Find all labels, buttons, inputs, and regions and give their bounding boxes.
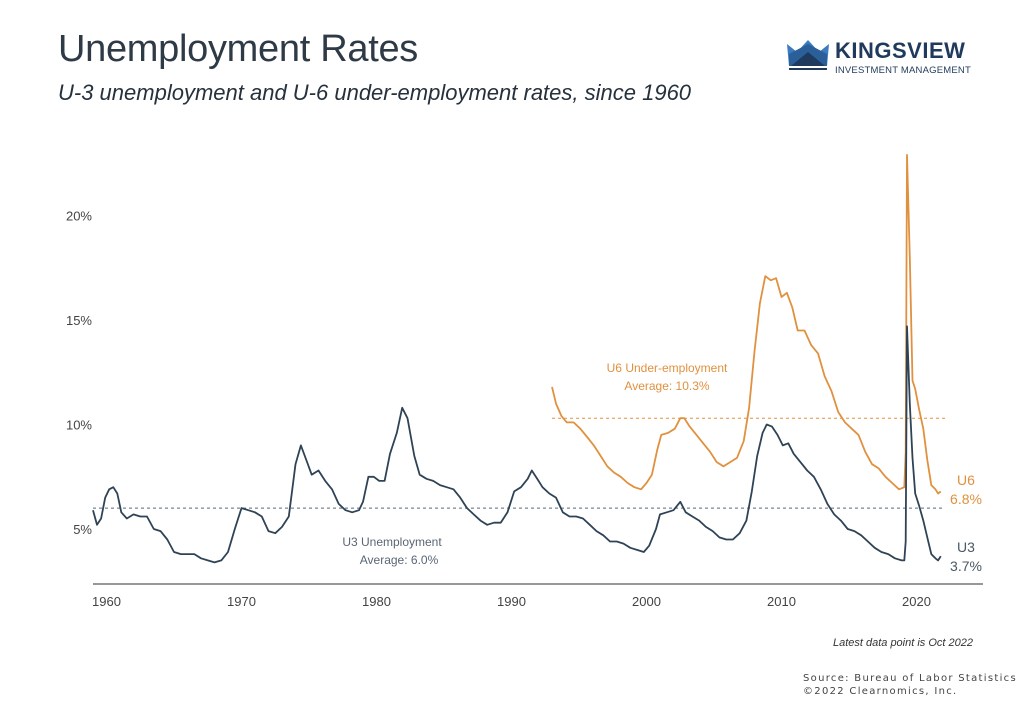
y-tick-label: 15% — [66, 313, 92, 328]
u6-line — [551, 154, 942, 495]
y-tick-label: 20% — [66, 209, 92, 224]
u3-end-label: U3 — [957, 539, 975, 555]
x-tick-label: 2000 — [632, 594, 661, 609]
u6-end-value: 6.8% — [950, 491, 982, 507]
u3-average-label: U3 Unemployment — [342, 535, 442, 549]
y-tick-label: 10% — [66, 418, 92, 433]
series-lines — [92, 154, 942, 564]
logo-tagline: INVESTMENT MANAGEMENT — [835, 65, 971, 76]
y-axis: 5% 10% 15% 20% — [66, 209, 92, 538]
x-tick-label: 1980 — [362, 594, 391, 609]
logo-wordmark: KINGSVIEW — [835, 38, 966, 63]
u3-line — [92, 325, 942, 564]
u3-average-value: Average: 6.0% — [360, 553, 439, 567]
series-labels: U3 Unemployment Average: 6.0% U6 Under-emp… — [342, 361, 982, 574]
kingsview-logo: KINGSVIEW INVESTMENT MANAGEMENT — [787, 38, 977, 78]
x-tick-label: 1990 — [497, 594, 526, 609]
u6-average-label: U6 Under-employment — [607, 361, 728, 375]
u3-end-value: 3.7% — [950, 558, 982, 574]
latest-data-note: Latest data point is Oct 2022 — [832, 637, 973, 649]
x-tick-label: 2010 — [767, 594, 796, 609]
x-tick-label: 1970 — [227, 594, 256, 609]
crown-icon — [787, 40, 829, 70]
average-lines — [93, 417, 945, 509]
source-credit: Source: Bureau of Labor Statistics ©2022… — [803, 672, 1017, 698]
copyright-text: ©2022 Clearnomics, Inc. — [803, 686, 958, 697]
chart-subtitle: U-3 unemployment and U-6 under-employmen… — [58, 80, 692, 105]
x-tick-label: 2020 — [902, 594, 931, 609]
u6-end-label: U6 — [957, 472, 975, 488]
chart-title: Unemployment Rates — [58, 28, 418, 70]
x-axis: 1960 1970 1980 1990 2000 2010 2020 — [92, 583, 983, 609]
y-tick-label: 5% — [73, 522, 92, 537]
source-text: Source: Bureau of Labor Statistics — [803, 673, 1017, 684]
u6-average-value: Average: 10.3% — [624, 379, 710, 393]
x-tick-label: 1960 — [92, 594, 121, 609]
